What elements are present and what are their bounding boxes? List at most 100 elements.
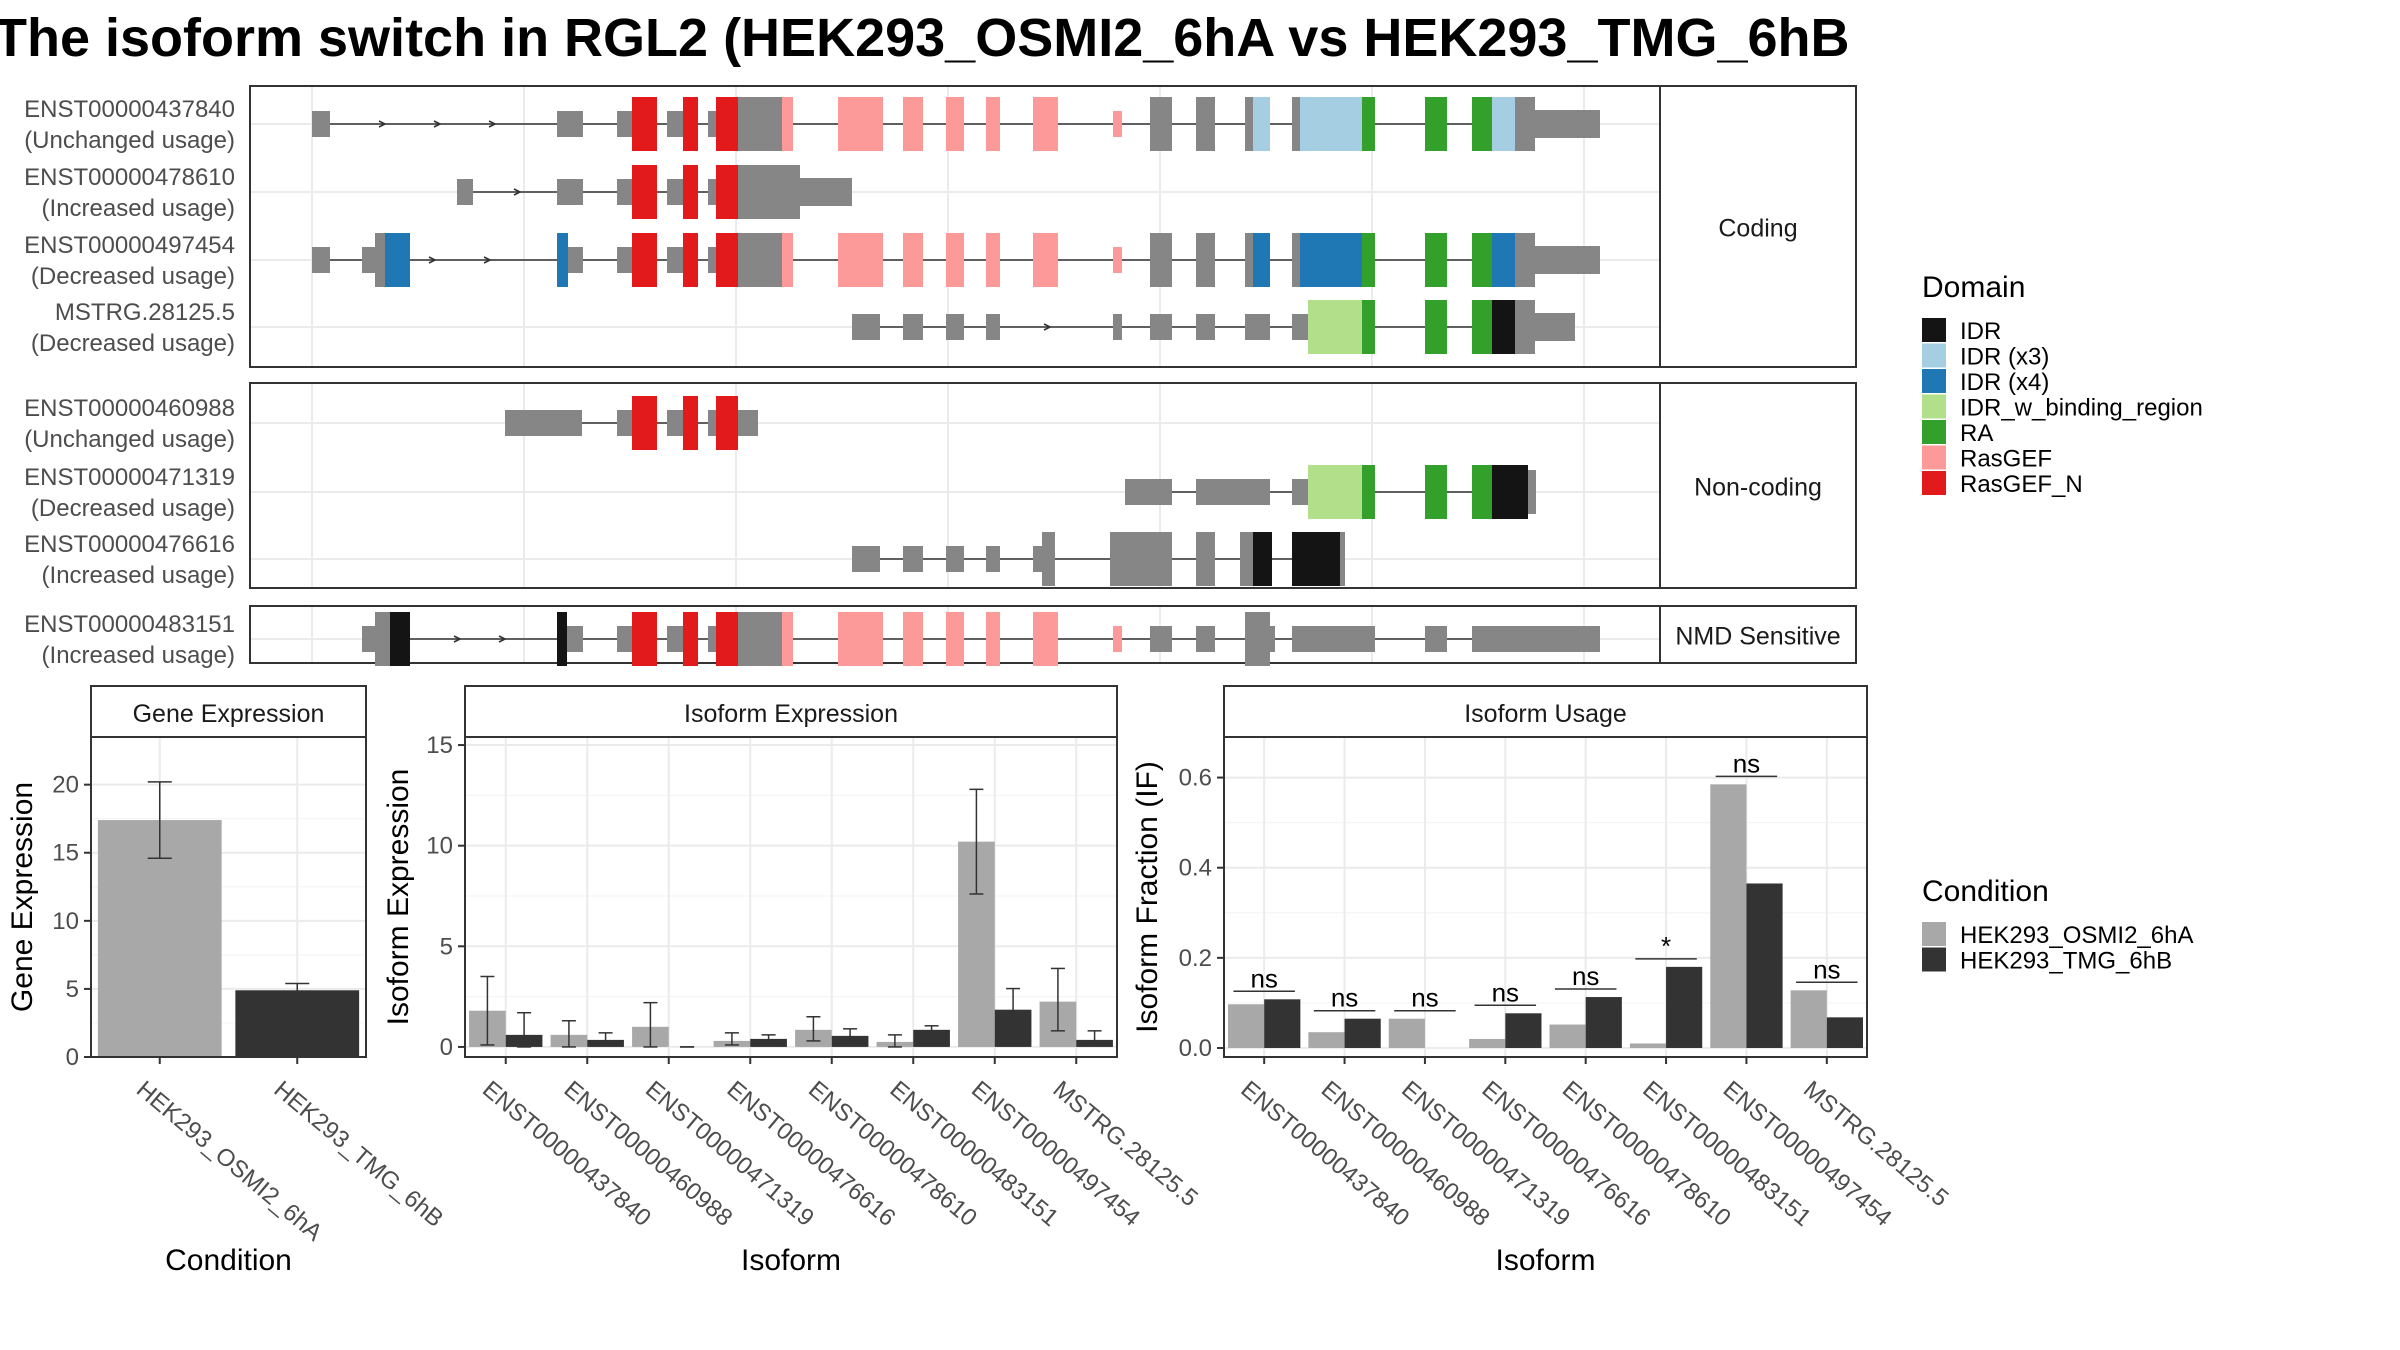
exon-segment — [557, 612, 567, 666]
exon-segment — [568, 247, 583, 273]
transcript-ENST00000471319: ENST00000471319 (Decreased usage) — [24, 464, 1536, 522]
strand-arrow — [483, 256, 492, 264]
exon-segment — [852, 314, 880, 340]
x-axis-title: Isoform — [1495, 1244, 1595, 1277]
bar-ENST00000478610-0 — [1549, 1024, 1586, 1048]
significance-label: * — [1661, 931, 1671, 961]
transcript-usage-label: (Increased usage) — [42, 562, 235, 589]
exon-segment — [385, 233, 410, 287]
bar-ENST00000483151-1 — [913, 1029, 950, 1047]
bar-ENST00000483151-0 — [1629, 1043, 1667, 1048]
domain-key-6 — [1922, 471, 1946, 495]
domain-label-2: IDR (x4) — [1960, 369, 2049, 396]
exon-segment — [362, 247, 375, 273]
exon-segment — [986, 233, 1000, 287]
y-tick-label: 5 — [440, 933, 453, 960]
bar-HEK293_OSMI2_6hA — [97, 820, 222, 1057]
structure-group-non-coding: Non-coding ENST00000460988 (Unchanged usag… — [24, 382, 1857, 589]
exon-segment — [375, 612, 390, 666]
exon-segment — [1113, 626, 1122, 652]
exon-segment — [617, 626, 632, 652]
exon-segment — [838, 233, 883, 287]
exon-segment — [1362, 97, 1375, 151]
transcript-id-label: ENST00000476616 — [24, 531, 235, 558]
exon-segment — [567, 626, 583, 652]
significance-label: ns — [1250, 963, 1277, 993]
panel-strip-title: Gene Expression — [133, 700, 325, 728]
significance-label: ns — [1492, 977, 1519, 1007]
exon-segment — [1110, 532, 1172, 586]
group-label-nmd-sensitive: NMD Sensitive — [1675, 623, 1840, 651]
bar-ENST00000483151-1 — [1666, 966, 1703, 1048]
exon-segment — [632, 396, 657, 450]
exon-segment — [617, 179, 632, 205]
strand-arrow — [513, 188, 522, 196]
transcript-id-label: MSTRG.28125.5 — [55, 299, 235, 326]
figure-title: The isoform switch in RGL2 (HEK293_OSMI2… — [0, 8, 1850, 68]
exon-segment — [1292, 97, 1300, 151]
exon-segment — [708, 111, 716, 137]
exon-segment — [1340, 532, 1345, 586]
transcript-ENST00000478610: ENST00000478610 (Increased usage) — [24, 164, 852, 222]
exon-segment — [1535, 110, 1600, 138]
exon-segment — [708, 410, 716, 436]
chart-isoform-expression: Isoform Expression051015ENST00000437840E… — [382, 685, 1203, 1277]
exon-segment — [946, 612, 964, 666]
transcript-ENST00000460988: ENST00000460988 (Unchanged usage) — [24, 395, 758, 453]
strand-arrow — [378, 120, 387, 128]
exon-segment — [1033, 546, 1042, 572]
y-tick-label: 15 — [52, 840, 79, 867]
bar-ENST00000437840-1 — [1264, 999, 1301, 1048]
domain-label-6: RasGEF_N — [1960, 471, 2083, 498]
x-axis-title: Condition — [165, 1244, 292, 1277]
exon-segment — [1425, 626, 1447, 652]
domain-key-3 — [1922, 394, 1946, 419]
exon-segment — [1033, 612, 1058, 666]
bar-ENST00000476616-1 — [1505, 1013, 1542, 1048]
bar-ENST00000497454-0 — [1710, 784, 1747, 1048]
x-axis-title: Isoform — [741, 1244, 841, 1277]
panel-strip — [1223, 685, 1868, 738]
significance-label: ns — [1572, 961, 1599, 991]
domain-label-4: RA — [1960, 420, 1993, 447]
exon-segment — [1425, 300, 1447, 354]
y-axis-title: Gene Expression — [6, 782, 39, 1012]
expression-charts: Gene Expression05101520HEK293_OSMI2_6hAH… — [6, 685, 1953, 1277]
exon-segment — [1292, 314, 1308, 340]
exon-segment — [1253, 532, 1272, 586]
exon-segment — [312, 247, 330, 273]
exon-segment — [632, 165, 657, 219]
exon-segment — [632, 612, 657, 666]
exon-segment — [1362, 465, 1375, 519]
exon-segment — [1528, 470, 1536, 514]
panel-frame — [90, 736, 367, 1058]
condition-key-0 — [1922, 922, 1946, 946]
chart-isoform-usage: Isoform Usage ns ns ns ns ns * ns ns 0.0 0.2 0.4 0.6… — [1131, 685, 1953, 1277]
exon-segment — [1196, 626, 1215, 652]
condition-legend-title: Condition — [1922, 875, 2049, 908]
exon-segment — [1472, 97, 1492, 151]
exon-segment — [903, 612, 923, 666]
exon-segment — [1196, 97, 1215, 151]
exon-segment — [708, 626, 716, 652]
exon-segment — [1253, 97, 1270, 151]
structure-group-nmd-sensitive: NMD Sensitive ENST00000483151 (Increased u… — [24, 605, 1857, 669]
exon-segment — [903, 546, 923, 572]
exon-segment — [946, 546, 964, 572]
exon-segment — [1150, 97, 1172, 151]
domain-label-5: RasGEF — [1960, 446, 2052, 473]
panel-strip — [464, 685, 1118, 738]
domain-key-1 — [1922, 343, 1946, 368]
exon-segment — [1472, 465, 1492, 519]
panel-strip-title: Isoform Expression — [684, 700, 898, 728]
exon-segment — [986, 612, 1000, 666]
exon-segment — [1535, 246, 1600, 274]
exon-segment — [312, 111, 330, 137]
exon-segment — [617, 111, 632, 137]
transcript-usage-label: (Decreased usage) — [31, 263, 235, 290]
exon-segment — [903, 97, 923, 151]
exon-segment — [667, 247, 683, 273]
exon-segment — [1300, 97, 1308, 151]
